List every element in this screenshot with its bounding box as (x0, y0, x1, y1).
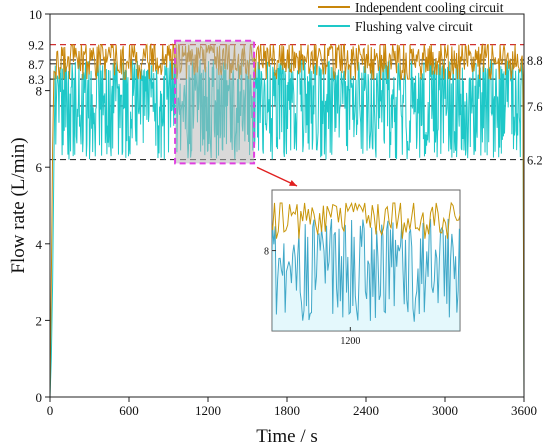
inset-plot (272, 201, 460, 331)
ytick-label-0: 0 (36, 390, 43, 405)
xtick-label-4: 2400 (353, 403, 379, 418)
x-axis-title: Time / s (256, 426, 318, 447)
ytick-label-3: 6 (36, 160, 43, 175)
series-line-independent-cooling (49, 42, 525, 398)
inset-xtick-label-0: 1200 (340, 336, 360, 347)
xtick-label-3: 1800 (274, 403, 300, 418)
legend-label-0: Independent cooling circuit (355, 0, 504, 15)
inset-area-flushing (272, 218, 460, 331)
reference-label-2: 8.3 (28, 73, 44, 87)
reference-label-5: 6.2 (527, 154, 543, 168)
inset-line-cooling (272, 201, 460, 239)
reference-label-4: 7.6 (527, 100, 543, 114)
inset-ytick-label-0: 8 (264, 247, 269, 258)
xtick-label-6: 3600 (511, 403, 537, 418)
xtick-label-0: 0 (47, 403, 54, 418)
reference-label-3: 8.8 (527, 54, 543, 68)
xtick-label-1: 600 (119, 403, 139, 418)
ytick-label-4: 8 (36, 84, 43, 99)
xtick-label-2: 1200 (195, 403, 221, 418)
y-axis-title: Flow rate (L/min) (8, 137, 29, 273)
xtick-label-5: 3000 (432, 403, 458, 418)
reference-label-1: 8.7 (28, 58, 44, 72)
legend-label-1: Flushing valve circuit (355, 19, 473, 34)
ytick-label-2: 4 (36, 237, 43, 252)
series-line-flushing-valve (49, 59, 525, 398)
arrow-head (289, 180, 297, 186)
ytick-label-5: 10 (29, 7, 42, 22)
reference-label-0: 9.2 (28, 39, 44, 53)
highlight-region (174, 39, 256, 165)
inset-line-flushing (272, 218, 460, 322)
ytick-label-1: 2 (36, 313, 43, 328)
